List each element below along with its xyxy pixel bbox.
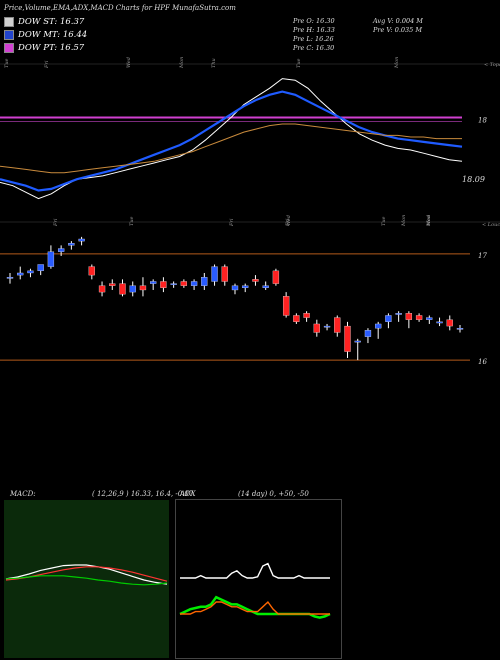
legend-dow-pt: DOW PT: 16.57 (4, 43, 84, 53)
adx-series-line (180, 600, 330, 615)
adx-label: ADX (180, 490, 196, 498)
candle-body (201, 277, 208, 286)
candle-body (160, 281, 167, 288)
candle-body (190, 281, 198, 286)
candle-body (180, 281, 188, 286)
ema-x-tick: Tue (4, 58, 10, 68)
price-corner-label: < Loucin (482, 222, 500, 228)
ema-x-tick: Wed (126, 57, 132, 68)
price-x-tick: Tue (129, 216, 135, 226)
candle-body (211, 266, 218, 282)
candle-body (150, 281, 157, 284)
ema-y-label: 18 (478, 117, 487, 125)
ema-series-line (0, 123, 462, 174)
candle-body (344, 325, 351, 352)
ema-corner-label: < Topa (484, 62, 500, 68)
legend-swatch-st (4, 17, 14, 27)
candle-body (262, 285, 269, 288)
candle-body (139, 285, 147, 291)
ema-series-line (0, 78, 463, 200)
candle-body (313, 323, 320, 333)
stat-avg-volume: Avg V: 0.004 M (373, 17, 423, 25)
price-x-tick: Tue (381, 216, 387, 226)
stat-prev-volume: Pre V: 0.035 M (373, 26, 423, 34)
candle-body (109, 283, 116, 286)
ema-x-tick: Thu (211, 58, 217, 68)
legend-label-st: DOW ST: 16.37 (18, 17, 85, 27)
macd-series-line (5, 564, 168, 585)
candle-body (385, 315, 392, 322)
candle-body (354, 340, 361, 343)
candle-body (282, 296, 290, 316)
chart-title: Price,Volume,EMA,ADX,MACD Charts for HPF… (4, 4, 236, 12)
candle-body (129, 285, 136, 293)
candle-body (242, 285, 249, 288)
price-x-tick: Wed (286, 215, 292, 226)
candle-body (221, 266, 228, 282)
candle-body (98, 285, 106, 293)
ema-x-tick: Mon (179, 57, 185, 69)
candle-body (252, 279, 259, 282)
candle-body (415, 315, 423, 320)
legend-swatch-pt (4, 43, 14, 53)
candle-body (78, 238, 85, 242)
price-x-tick: Mon (401, 215, 407, 227)
price-x-tick: Fri (53, 218, 59, 227)
ema-y-label: 18.09 (462, 175, 485, 184)
candle-body (47, 251, 55, 267)
candle-body (405, 313, 413, 320)
candle-body (272, 270, 280, 284)
candle-body (37, 264, 44, 272)
candle-body (426, 317, 433, 320)
ema-x-tick: Fri (44, 60, 50, 69)
candle-body (375, 323, 382, 329)
stat-open: Pre O: 16.30 (293, 17, 335, 25)
legend-dow-st: DOW ST: 16.37 (4, 17, 84, 27)
stat-low: Pre L: 16.26 (293, 35, 334, 43)
legend-swatch-mt (4, 30, 14, 40)
macd-label: MACD: (10, 490, 36, 498)
macd-params: ( 12,26,9 ) 16.33, 16.4, -0.07 (92, 490, 194, 498)
price-x-tick: Mon (426, 215, 432, 227)
candle-body (57, 248, 65, 252)
candle-body (68, 243, 75, 246)
candle-body (364, 330, 372, 337)
candle-body (456, 328, 464, 330)
stat-close: Pre C: 16.30 (293, 44, 335, 52)
candle-body (6, 277, 14, 279)
legend-label-mt: DOW MT: 16.44 (18, 30, 88, 40)
stat-high: Pre H: 16.33 (293, 26, 335, 34)
macd-panel (4, 500, 169, 658)
candle-body (323, 325, 331, 328)
candle-body (446, 319, 453, 327)
price-y-label: 16 (478, 358, 487, 366)
candle-body (334, 317, 341, 333)
candle-body (395, 313, 402, 315)
candle-body (303, 313, 310, 318)
candle-body (27, 270, 34, 274)
price-x-tick: Wed (426, 215, 432, 226)
ema-x-tick: Tue (296, 58, 302, 68)
adx-panel (175, 499, 342, 659)
price-x-tick: Fri (285, 218, 291, 227)
candle-body (17, 272, 24, 276)
candle-body (170, 283, 177, 285)
candle-body (88, 266, 95, 276)
macd-series-line (5, 575, 168, 586)
legend-label-pt: DOW PT: 16.57 (18, 43, 85, 53)
candle-body (231, 285, 239, 291)
adx-params: (14 day) 0, +50, -50 (238, 490, 309, 498)
candle-body (119, 283, 126, 295)
candle-body (293, 315, 300, 322)
ema-x-tick: Mon (394, 57, 400, 69)
price-x-tick: Fri (229, 218, 235, 227)
legend-dow-mt: DOW MT: 16.44 (4, 30, 87, 40)
adx-series-line (180, 562, 330, 579)
candle-body (436, 321, 443, 324)
ema-series-line (0, 90, 463, 192)
price-y-label: 17 (478, 252, 487, 260)
